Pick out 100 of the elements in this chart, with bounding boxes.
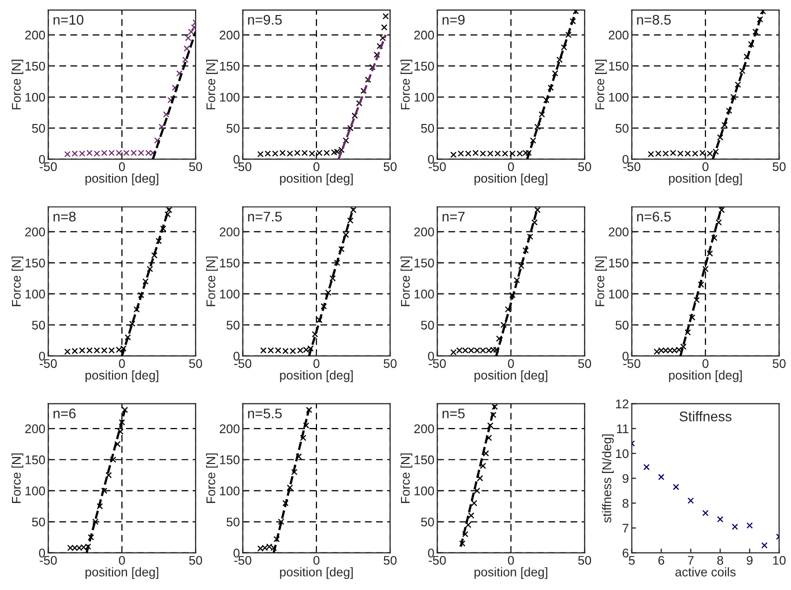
x-axis-title: position [deg] [280,174,353,186]
point [476,475,484,482]
point [482,450,490,457]
x-tick-label: 0 [508,359,514,368]
chart-title: n=8.5 [637,14,671,25]
y-tick-label: 100 [26,92,45,102]
point [556,56,563,63]
x-tick-label: -50 [234,556,252,565]
point [338,246,345,252]
point [352,112,358,119]
point [182,56,188,63]
x-tick-label: 0 [313,556,320,565]
y-tick-label: 100 [609,92,629,102]
point [721,122,728,128]
point [480,462,486,469]
point [465,522,472,528]
y-tick-label: 50 [226,124,240,133]
chart-title: n=6 [54,408,76,418]
y-tick-label: 0 [428,352,434,361]
y-tick-label: 12 [616,400,628,408]
point [526,234,534,240]
point [374,52,380,58]
chart-title: n=5.5 [248,408,282,418]
point [548,84,554,91]
point [381,24,388,31]
point [306,406,312,414]
point [124,334,131,341]
y-tick-label: 200 [608,228,629,236]
y-axis-title: Force [N] [12,453,24,503]
point [496,335,502,342]
x-tick-label: -50 [623,162,640,172]
x-tick-label: 0 [313,359,320,368]
point [184,45,190,52]
point [543,96,550,104]
x-tick-label: -50 [40,162,57,172]
point [570,18,576,24]
point [565,32,572,38]
y-tick-label: 50 [421,124,434,133]
y-tick-label: 50 [421,320,434,330]
chart-title: n=9.5 [248,14,282,25]
point [518,262,524,270]
point [282,500,289,506]
point [164,211,171,218]
point [96,503,103,510]
y-tick-label: 150 [220,258,240,268]
y-tick-label: 200 [220,30,240,40]
y-tick-label: 200 [414,424,434,434]
x-tick-label: -50 [428,359,446,368]
y-tick-label: 0 [39,352,45,361]
x-tick-label: 0 [508,162,514,172]
x-tick-label: 7 [688,556,694,565]
point [462,531,468,538]
point [158,124,165,130]
y-tick-label: 100 [220,290,240,299]
y-axis-title: Force [N] [595,256,607,306]
point [730,94,737,100]
point [151,252,158,258]
point [122,406,128,414]
x-axis-title: position [deg] [280,370,353,382]
point [92,518,99,525]
chart-title: n=7.5 [248,212,282,222]
x-axis-title: position [deg] [86,567,158,579]
y-tick-label: 50 [32,320,45,330]
x-axis-title: position [deg] [474,174,548,186]
point [129,320,136,327]
x-tick-label: 0 [118,162,125,172]
y-tick-label: 150 [609,62,629,71]
point [167,96,174,104]
y-tick-label: 50 [616,124,629,133]
y-axis-title: Force [N] [595,60,607,110]
y-tick-label: 0 [39,548,45,558]
y-tick-label: 50 [421,518,434,526]
x-axis-title: active coils [675,567,736,576]
y-tick-label: 200 [25,424,45,434]
point [538,111,546,118]
point [531,219,538,226]
x-tick-label: -50 [428,162,446,172]
point [188,28,194,35]
y-tick-label: 100 [26,290,45,299]
point [746,522,753,529]
point [534,206,541,214]
point [162,111,170,118]
x-tick-label: 0 [313,162,320,172]
x-tick-label: 0 [118,556,125,565]
y-tick-label: 11 [616,424,628,434]
x-axis-title: position [deg] [669,174,742,186]
x-tick-label: -50 [234,162,252,172]
y-tick-label: 100 [414,92,434,102]
y-axis-title: Force [N] [206,60,218,110]
point [718,206,725,214]
point [732,524,738,530]
y-tick-label: 0 [39,154,45,164]
x-tick-label: 9 [746,556,753,565]
point [291,468,298,476]
point [325,289,332,296]
point [356,100,362,106]
point [474,488,480,494]
point [342,232,350,238]
x-axis-title: position [deg] [86,174,158,186]
point [744,53,750,60]
